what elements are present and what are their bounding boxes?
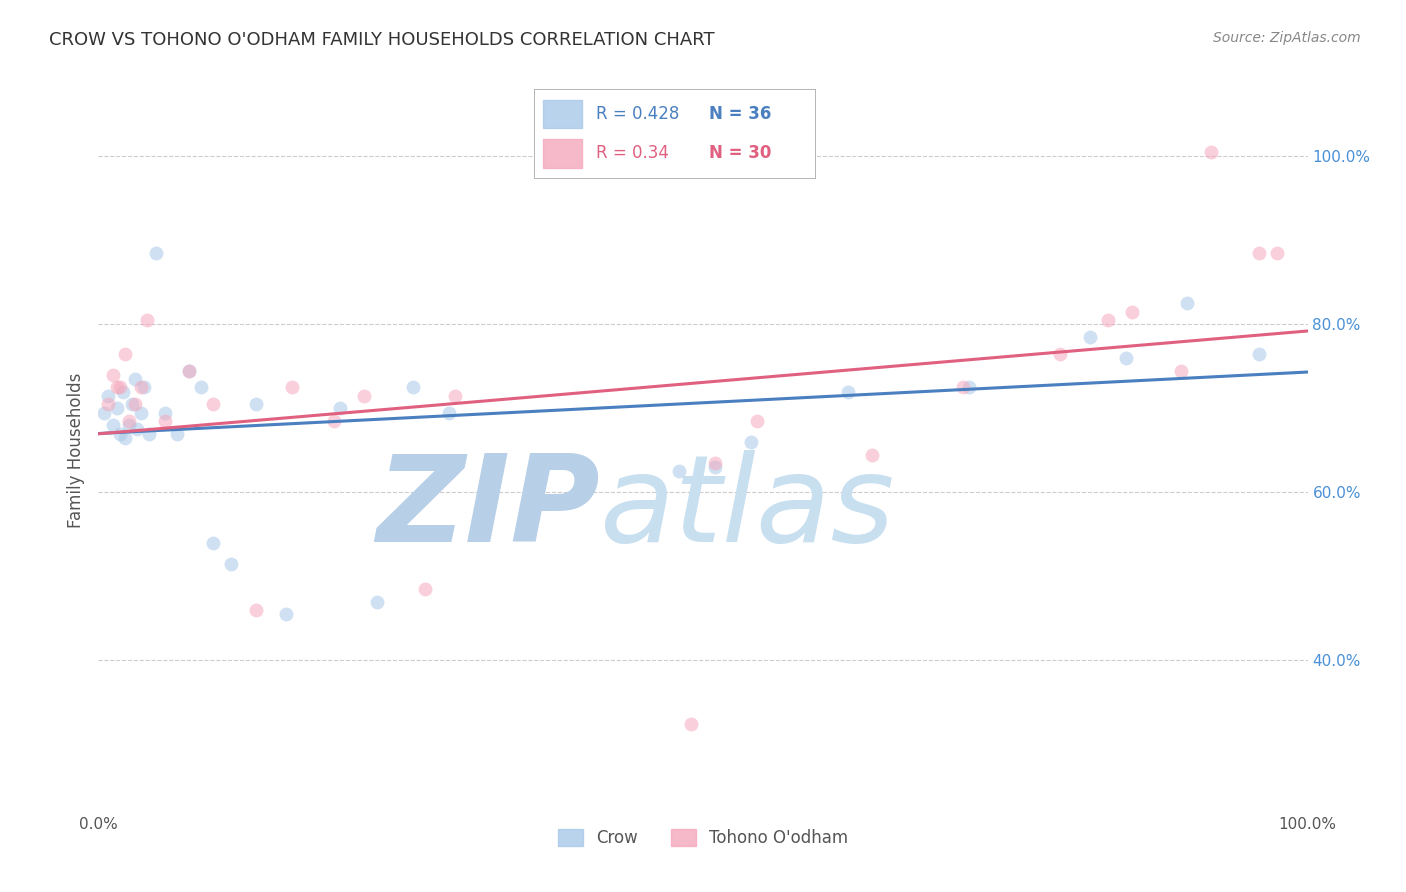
- Point: [118, 414, 141, 428]
- Point: [1121, 305, 1143, 319]
- Point: [153, 406, 176, 420]
- Point: [118, 418, 141, 433]
- Point: [153, 414, 176, 428]
- Point: [221, 557, 243, 571]
- Text: atlas: atlas: [600, 450, 896, 566]
- Point: [1115, 351, 1137, 365]
- Point: [105, 380, 128, 394]
- Point: [124, 397, 146, 411]
- Point: [860, 448, 883, 462]
- Point: [127, 422, 149, 436]
- Point: [190, 380, 212, 394]
- Point: [111, 384, 134, 399]
- Text: Source: ZipAtlas.com: Source: ZipAtlas.com: [1213, 31, 1361, 45]
- Point: [97, 397, 120, 411]
- Point: [121, 397, 143, 411]
- Point: [281, 380, 304, 394]
- Point: [952, 380, 974, 394]
- Point: [740, 435, 762, 450]
- Text: N = 30: N = 30: [709, 145, 770, 162]
- Text: R = 0.428: R = 0.428: [596, 105, 679, 123]
- Point: [437, 406, 460, 420]
- Point: [108, 426, 131, 441]
- Point: [124, 372, 146, 386]
- Point: [202, 536, 225, 550]
- Y-axis label: Family Households: Family Households: [67, 373, 86, 528]
- Point: [134, 380, 156, 394]
- Point: [114, 431, 136, 445]
- Point: [1097, 313, 1119, 327]
- Point: [1267, 246, 1289, 260]
- Bar: [543, 100, 582, 128]
- Point: [1249, 246, 1271, 260]
- Point: [101, 368, 124, 382]
- Point: [444, 389, 467, 403]
- Point: [1170, 364, 1192, 378]
- Point: [129, 406, 152, 420]
- Point: [202, 397, 225, 411]
- Point: [1175, 296, 1198, 310]
- Point: [129, 380, 152, 394]
- Point: [245, 603, 267, 617]
- Point: [366, 595, 388, 609]
- Point: [323, 414, 346, 428]
- Point: [704, 460, 727, 475]
- Point: [138, 426, 160, 441]
- Point: [145, 246, 167, 260]
- Text: N = 36: N = 36: [709, 105, 770, 123]
- Point: [837, 384, 859, 399]
- Point: [413, 582, 436, 596]
- Point: [101, 418, 124, 433]
- Point: [179, 364, 201, 378]
- Point: [679, 716, 702, 731]
- Point: [93, 406, 115, 420]
- Point: [166, 426, 188, 441]
- Point: [957, 380, 980, 394]
- Point: [114, 347, 136, 361]
- Point: [1199, 145, 1222, 160]
- Point: [274, 607, 297, 622]
- Point: [105, 401, 128, 416]
- Point: [1078, 330, 1101, 344]
- Bar: [543, 139, 582, 168]
- Legend: Crow, Tohono O'odham: Crow, Tohono O'odham: [551, 822, 855, 854]
- Point: [245, 397, 267, 411]
- Point: [1249, 347, 1271, 361]
- Point: [135, 313, 157, 327]
- Point: [747, 414, 769, 428]
- Text: ZIP: ZIP: [377, 450, 600, 566]
- Text: CROW VS TOHONO O'ODHAM FAMILY HOUSEHOLDS CORRELATION CHART: CROW VS TOHONO O'ODHAM FAMILY HOUSEHOLDS…: [49, 31, 714, 49]
- Point: [97, 389, 120, 403]
- Point: [108, 380, 131, 394]
- Point: [402, 380, 425, 394]
- Point: [353, 389, 375, 403]
- Point: [1049, 347, 1071, 361]
- Point: [179, 364, 201, 378]
- Point: [668, 465, 690, 479]
- Text: R = 0.34: R = 0.34: [596, 145, 669, 162]
- Point: [329, 401, 352, 416]
- Point: [704, 456, 727, 470]
